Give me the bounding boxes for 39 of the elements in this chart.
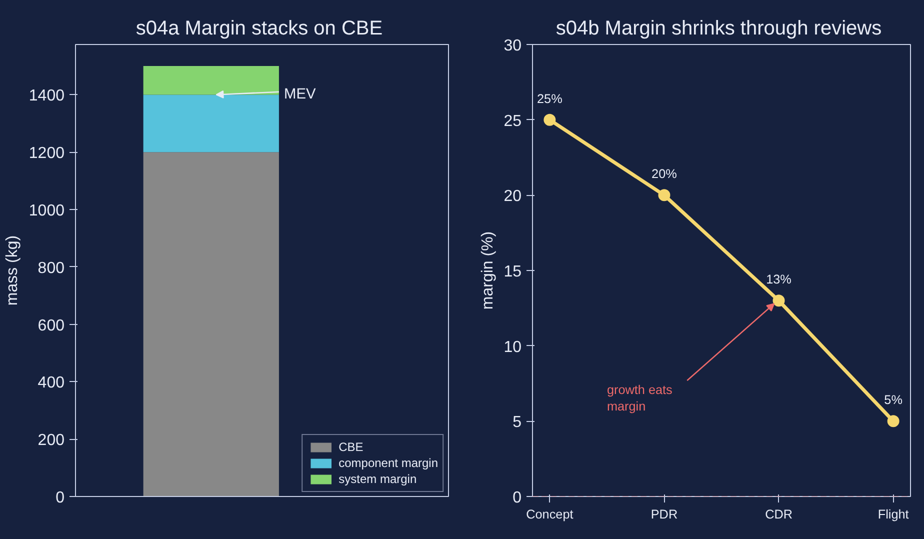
- chart-title: s04a Margin stacks on CBE: [136, 18, 383, 40]
- y-axis-title: margin (%): [480, 231, 497, 310]
- x-tick-label: PDR: [650, 508, 678, 522]
- y-tick-label: 10: [504, 338, 522, 356]
- point: [544, 114, 556, 126]
- y-tick-label: 1000: [28, 202, 65, 220]
- y-tick-label: 1200: [28, 145, 65, 162]
- bar: [143, 94, 279, 152]
- data-label: 5%: [884, 393, 902, 408]
- bar: [143, 66, 279, 95]
- y-tick-label: 5: [512, 414, 522, 432]
- legend-label: system margin: [338, 472, 417, 486]
- y-tick-label: 1400: [28, 88, 65, 105]
- y-axis-title: mass (kg): [4, 235, 21, 306]
- y-tick-label: 0: [56, 490, 65, 506]
- y-tick-label: 0: [512, 490, 522, 506]
- legend-label: component margin: [338, 456, 438, 470]
- data-label: 25%: [537, 92, 562, 106]
- x-tick-label: Concept: [526, 508, 574, 522]
- y-tick-label: 20: [504, 188, 522, 206]
- y-tick-label: 25: [504, 112, 522, 130]
- point: [772, 294, 785, 307]
- x-tick-label: Flight: [878, 508, 910, 522]
- point: [887, 415, 900, 428]
- x-tick-label: CDR: [765, 508, 792, 522]
- y-tick-label: 800: [38, 260, 65, 277]
- point: [658, 189, 670, 202]
- y-tick-label: 15: [504, 264, 522, 280]
- y-tick-label: 30: [504, 38, 522, 54]
- data-label: 20%: [652, 167, 677, 182]
- data-label: 13%: [766, 272, 792, 287]
- bar: [143, 152, 279, 496]
- annotation: MEV: [284, 86, 316, 103]
- chart-title: s04b Margin shrinks through reviews: [556, 18, 882, 40]
- y-tick-label: 200: [38, 432, 65, 450]
- y-tick-label: 600: [38, 317, 65, 334]
- legend-label: CBE: [338, 440, 364, 454]
- y-tick-label: 400: [38, 374, 65, 392]
- annotation: growth eats margin: [606, 382, 672, 414]
